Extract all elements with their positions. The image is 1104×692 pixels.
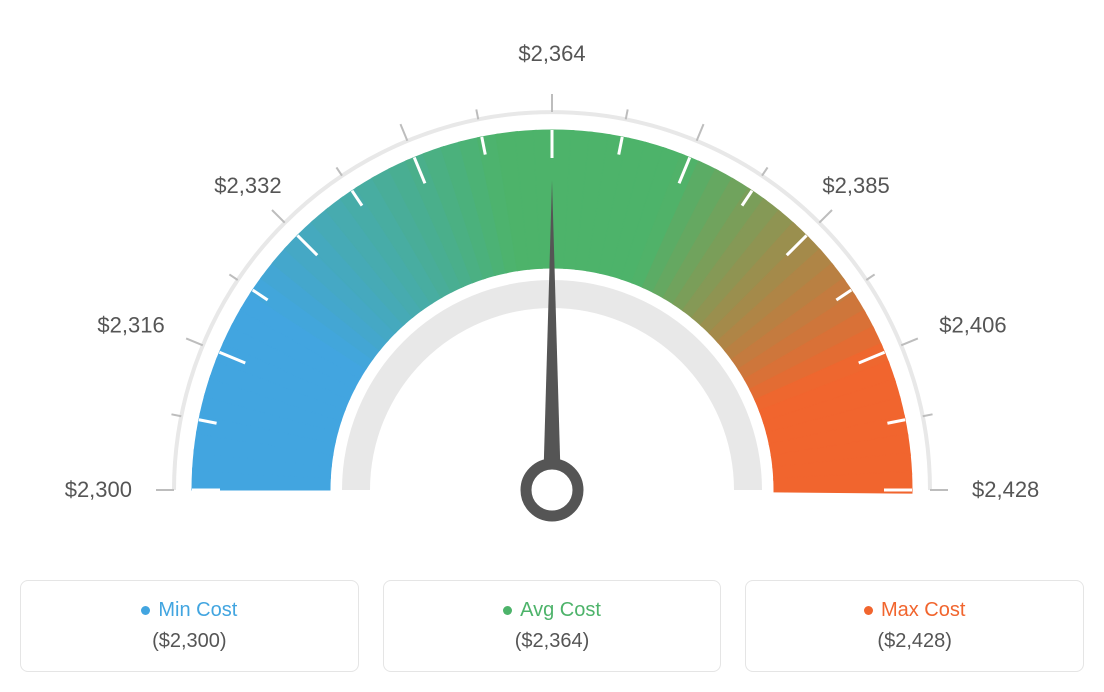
legend-value-min: ($2,300) [41,630,338,653]
legend-label-avg: Avg Cost [503,599,601,622]
legend-card-max: Max Cost ($2,428) [745,580,1084,672]
gauge-tick-label: $2,332 [214,173,281,198]
legend-value-max: ($2,428) [766,630,1063,653]
gauge-tick-label: $2,406 [939,312,1006,337]
legend-value-avg: ($2,364) [404,630,701,653]
gauge-chart-container: $2,300 $2,316 $2,332 $2,364 $2,385 $2,406 $2,4… [20,20,1084,672]
gauge-area: $2,300 $2,316 $2,332 $2,364 $2,385 $2,406 $2,4… [20,20,1084,560]
gauge-tick-label: $2,385 [822,173,889,198]
legend-card-avg: Avg Cost ($2,364) [383,580,722,672]
legend-label-max: Max Cost [864,599,965,622]
gauge-needle-hub [526,464,578,516]
legend-card-min: Min Cost ($2,300) [20,580,359,672]
gauge-tick-label: $2,364 [518,41,585,66]
gauge-tick-label: $2,316 [97,312,164,337]
gauge-svg: $2,300 $2,316 $2,332 $2,364 $2,385 $2,406 $2,4… [20,20,1084,560]
gauge-tick-label: $2,428 [972,477,1039,502]
legend-label-min: Min Cost [141,599,237,622]
legend-row: Min Cost ($2,300) Avg Cost ($2,364) Max … [20,580,1084,672]
gauge-tick-label: $2,300 [65,477,132,502]
